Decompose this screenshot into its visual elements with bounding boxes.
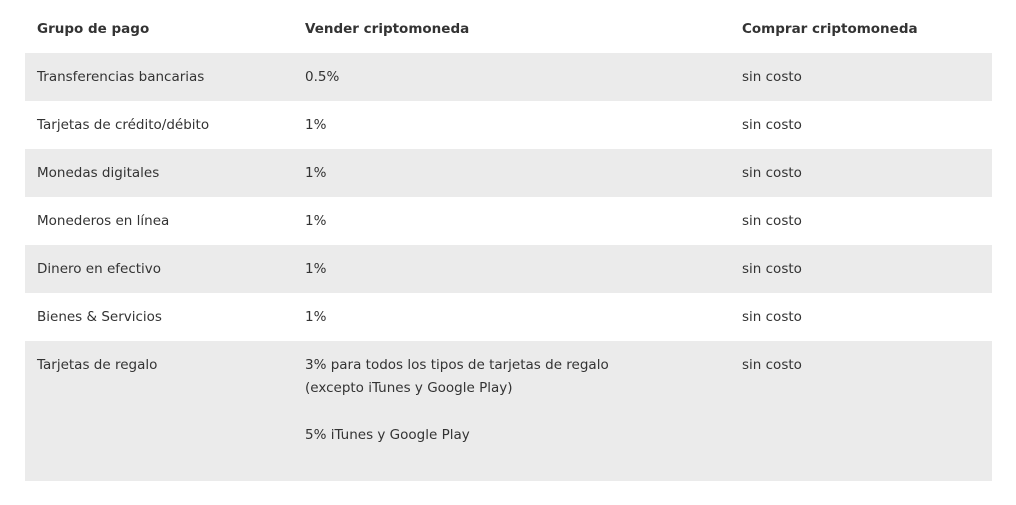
table-row: Transferencias bancarias 0.5% sin costo bbox=[25, 53, 992, 101]
cell-sell: 0.5% bbox=[305, 69, 340, 85]
table-header-row: Grupo de pago Vender criptomoneda Compra… bbox=[25, 5, 992, 53]
cell-buy: sin costo bbox=[742, 309, 802, 325]
sell-line-3: 5% iTunes y Google Play bbox=[305, 427, 470, 443]
cell-sell: 1% bbox=[305, 213, 327, 229]
cell-buy: sin costo bbox=[742, 69, 802, 85]
cell-sell: 1% bbox=[305, 165, 327, 181]
table-row: Tarjetas de crédito/débito 1% sin costo bbox=[25, 101, 992, 149]
fees-table: Grupo de pago Vender criptomoneda Compra… bbox=[25, 5, 992, 481]
cell-group: Tarjetas de crédito/débito bbox=[37, 117, 210, 133]
cell-group: Bienes & Servicios bbox=[37, 309, 162, 325]
cell-group: Dinero en efectivo bbox=[37, 261, 162, 277]
cell-sell: 1% bbox=[305, 261, 327, 277]
table-row: Dinero en efectivo 1% sin costo bbox=[25, 245, 992, 293]
cell-buy: sin costo bbox=[742, 165, 802, 181]
paragraph-gap bbox=[305, 400, 609, 424]
cell-sell: 1% bbox=[305, 117, 327, 133]
cell-sell: 1% bbox=[305, 309, 327, 325]
sell-line-1: 3% para todos los tipos de tarjetas de r… bbox=[305, 357, 609, 373]
table-row: Monederos en línea 1% sin costo bbox=[25, 197, 992, 245]
header-group: Grupo de pago bbox=[37, 21, 150, 37]
sell-line-2: (excepto iTunes y Google Play) bbox=[305, 380, 513, 396]
table-row: Tarjetas de regalo 3% para todos los tip… bbox=[25, 341, 992, 481]
cell-group: Monederos en línea bbox=[37, 213, 170, 229]
cell-buy: sin costo bbox=[742, 213, 802, 229]
table-row: Bienes & Servicios 1% sin costo bbox=[25, 293, 992, 341]
cell-buy: sin costo bbox=[742, 117, 802, 133]
cell-sell: 3% para todos los tipos de tarjetas de r… bbox=[305, 354, 609, 447]
cell-group: Tarjetas de regalo bbox=[37, 357, 158, 373]
table-row: Monedas digitales 1% sin costo bbox=[25, 149, 992, 197]
header-sell: Vender criptomoneda bbox=[305, 21, 470, 37]
cell-group: Monedas digitales bbox=[37, 165, 160, 181]
cell-buy: sin costo bbox=[742, 357, 802, 373]
cell-group: Transferencias bancarias bbox=[37, 69, 205, 85]
cell-buy: sin costo bbox=[742, 261, 802, 277]
header-buy: Comprar criptomoneda bbox=[742, 21, 918, 37]
